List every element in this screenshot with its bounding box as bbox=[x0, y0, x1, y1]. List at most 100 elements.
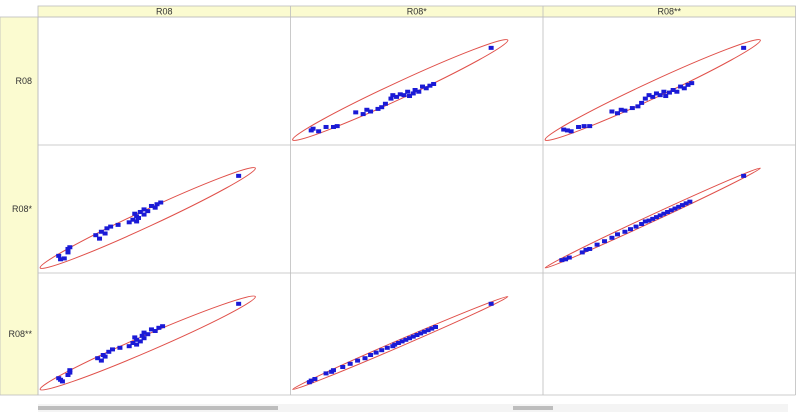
scatter-point bbox=[100, 353, 106, 357]
scatter-point bbox=[130, 341, 136, 345]
scatter-point bbox=[154, 202, 160, 207]
scatter-point bbox=[388, 96, 394, 101]
scatter-point bbox=[368, 109, 374, 114]
scatter-point bbox=[141, 336, 147, 341]
scatter-point bbox=[657, 213, 663, 218]
scatter-point bbox=[609, 235, 615, 240]
scatter-point bbox=[432, 325, 438, 329]
scatter-point bbox=[488, 45, 494, 50]
scatter-point bbox=[423, 86, 429, 91]
scatter-point bbox=[137, 339, 143, 344]
scatter-point bbox=[594, 242, 600, 247]
scatter-point bbox=[564, 128, 570, 133]
scatter-point bbox=[141, 207, 147, 212]
scatter-point bbox=[674, 89, 680, 94]
scatter-point bbox=[67, 368, 73, 373]
scatter-point bbox=[663, 94, 669, 99]
scrollbar-thumb-secondary[interactable] bbox=[513, 406, 553, 410]
scatter-point bbox=[633, 224, 639, 229]
row-header-strip bbox=[0, 16, 39, 396]
scatter-point bbox=[618, 107, 624, 112]
confidence-ellipse bbox=[544, 39, 761, 141]
scatter-point bbox=[323, 371, 329, 376]
scatter-point bbox=[650, 216, 656, 221]
scatter-point bbox=[407, 336, 413, 341]
scatter-point bbox=[679, 203, 685, 208]
matrix-cells bbox=[37, 16, 796, 396]
scatter-point bbox=[330, 124, 336, 129]
scatter-point bbox=[672, 206, 678, 211]
scatter-point bbox=[421, 329, 427, 334]
scatter-point bbox=[657, 93, 663, 98]
scatter-point bbox=[646, 218, 652, 223]
scatter-point bbox=[148, 203, 154, 208]
scatter-point bbox=[741, 45, 747, 50]
scatter-point bbox=[316, 129, 322, 134]
scatter-point bbox=[375, 106, 381, 111]
scatter-point bbox=[665, 209, 671, 214]
row-header-label: R08** bbox=[8, 329, 32, 339]
scatter-point bbox=[98, 229, 104, 234]
scatter-point bbox=[576, 124, 582, 129]
scatter-point bbox=[559, 258, 565, 263]
scatter-point bbox=[666, 90, 672, 95]
scatter-point bbox=[670, 88, 676, 92]
scatter-point bbox=[353, 110, 359, 115]
scatter-point bbox=[414, 333, 420, 337]
scatter-point bbox=[152, 205, 158, 210]
scatter-point bbox=[152, 329, 158, 333]
scatter-point bbox=[368, 353, 374, 357]
scatter-point bbox=[390, 93, 396, 98]
scatter-point bbox=[134, 219, 140, 224]
scatter-point bbox=[685, 82, 691, 87]
scatter-point bbox=[334, 124, 340, 129]
scatter-point bbox=[642, 96, 648, 101]
scatter-point bbox=[323, 124, 329, 129]
row-header-label: R08* bbox=[12, 204, 33, 214]
scatter-point bbox=[420, 84, 426, 89]
scatter-point bbox=[340, 365, 346, 369]
scatter-point bbox=[622, 229, 628, 234]
scatter-point bbox=[394, 94, 400, 99]
scatter-point bbox=[379, 105, 385, 110]
scatter-point bbox=[308, 378, 314, 383]
scatter-point bbox=[132, 335, 138, 340]
scatter-point bbox=[98, 358, 104, 363]
scatter-point bbox=[587, 124, 593, 129]
scatter-point bbox=[639, 222, 645, 227]
scatter-point bbox=[488, 301, 494, 306]
scatter-point bbox=[104, 226, 110, 231]
scatter-point bbox=[132, 211, 138, 216]
scatter-point bbox=[678, 84, 684, 89]
scatter-point bbox=[661, 211, 667, 216]
scatter-point bbox=[160, 324, 166, 329]
scatter-point bbox=[629, 106, 635, 111]
scatter-point bbox=[392, 342, 398, 347]
scatter-point bbox=[427, 83, 433, 88]
scatter-point bbox=[126, 344, 132, 349]
scatter-point bbox=[56, 376, 62, 381]
scrollbar-thumb[interactable] bbox=[38, 406, 278, 410]
scatter-point bbox=[126, 220, 132, 225]
confidence-ellipse bbox=[39, 295, 256, 391]
scatter-point bbox=[108, 224, 114, 229]
scatter-point bbox=[95, 356, 101, 361]
scatter-point bbox=[236, 173, 242, 178]
scatter-point bbox=[312, 377, 318, 381]
confidence-ellipse bbox=[39, 167, 256, 269]
scatter-point bbox=[56, 253, 62, 258]
scatter-point bbox=[110, 347, 116, 352]
scatter-point bbox=[397, 92, 403, 97]
scatter-point bbox=[97, 236, 103, 241]
scatter-panel-R08**-vs-R08* bbox=[292, 296, 509, 390]
confidence-ellipse bbox=[544, 167, 761, 269]
column-header-label: R08* bbox=[407, 7, 428, 17]
scatter-point bbox=[93, 233, 99, 238]
scatter-point bbox=[355, 358, 361, 363]
row-header-label: R08 bbox=[15, 76, 32, 86]
horizontal-scrollbar[interactable] bbox=[38, 404, 788, 412]
scatter-point bbox=[683, 201, 689, 206]
scatter-point bbox=[687, 199, 693, 204]
scatter-point bbox=[347, 361, 353, 366]
